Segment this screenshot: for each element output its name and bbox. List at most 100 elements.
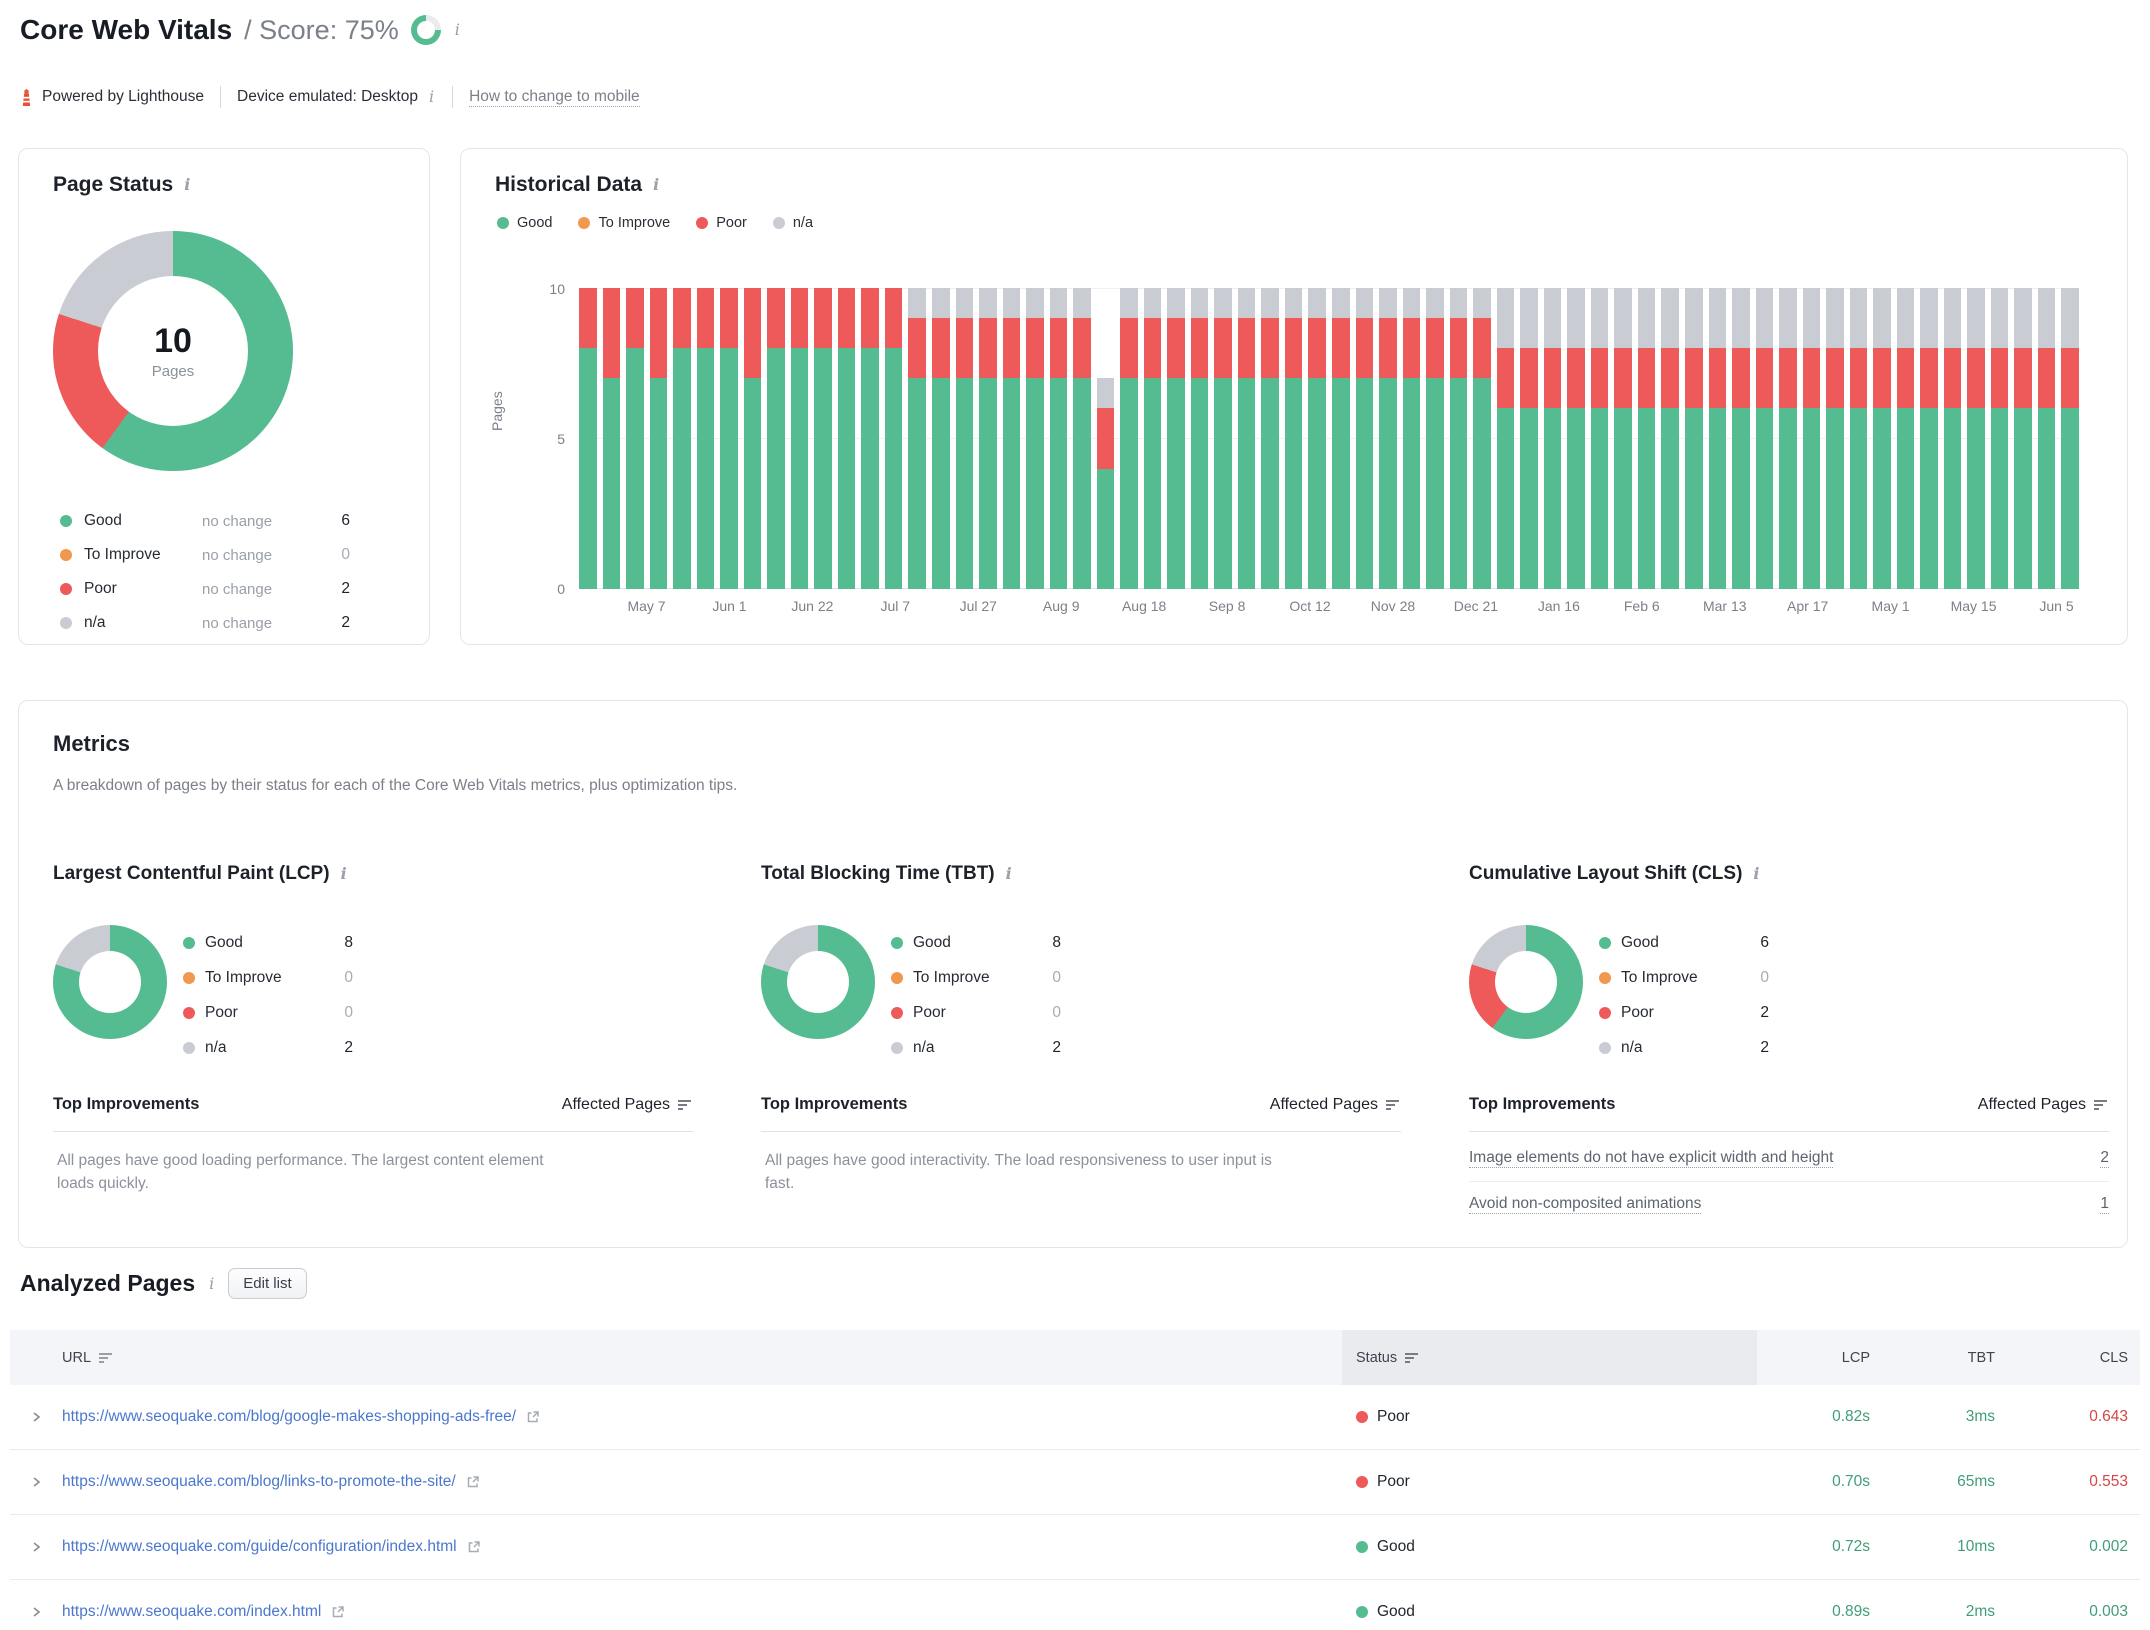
page-status-info-icon[interactable] (182, 177, 192, 193)
affected-pages-count[interactable]: 1 (2100, 1195, 2109, 1214)
historical-bar[interactable] (1402, 288, 1421, 589)
tbt-info-icon[interactable] (1004, 866, 1014, 882)
cls-donut-chart[interactable] (1469, 925, 1583, 1039)
historical-bar[interactable] (1543, 288, 1562, 589)
historical-bar[interactable] (1920, 288, 1938, 589)
page-status-donut-chart[interactable]: 10 Pages (53, 231, 293, 471)
historical-bar[interactable] (1849, 288, 1868, 589)
external-link-icon[interactable] (467, 1540, 481, 1554)
historical-bar[interactable] (1002, 288, 1021, 589)
analyzed-pages-info-icon[interactable] (207, 1276, 216, 1292)
historical-bar[interactable] (1614, 288, 1632, 589)
historical-bar[interactable] (1214, 288, 1232, 589)
historical-bar[interactable] (720, 288, 738, 589)
tbt-donut-chart[interactable] (761, 925, 875, 1039)
table-row[interactable]: https://www.seoquake.com/index.html Good… (10, 1580, 2140, 1630)
historical-bar[interactable] (979, 288, 997, 589)
historical-bar[interactable] (1355, 288, 1374, 589)
historical-bar[interactable] (626, 288, 644, 589)
page-url-link[interactable]: https://www.seoquake.com/index.html (62, 1603, 322, 1620)
lcp-donut-chart[interactable] (53, 925, 167, 1039)
column-header-url[interactable]: URL (62, 1330, 1342, 1385)
historical-bar[interactable] (1802, 288, 1821, 589)
improvement-link[interactable]: Avoid non-composited animations (1469, 1195, 1702, 1214)
column-header-tbt[interactable]: TBT (1967, 1349, 1995, 1366)
historical-bar[interactable] (814, 288, 832, 589)
historical-bar[interactable] (1496, 288, 1515, 589)
affected-pages-count[interactable]: 2 (2100, 1148, 2109, 1168)
historical-bar[interactable] (1237, 288, 1256, 589)
historical-bar[interactable] (579, 288, 597, 589)
historical-bar[interactable] (790, 288, 809, 589)
historical-bar[interactable] (1473, 288, 1491, 589)
historical-bar[interactable] (1261, 288, 1279, 589)
change-to-mobile-link[interactable]: How to change to mobile (469, 87, 640, 107)
historical-bar[interactable] (1708, 288, 1727, 589)
historical-bar[interactable] (837, 288, 856, 589)
table-row[interactable]: https://www.seoquake.com/guide/configura… (10, 1515, 2140, 1580)
external-link-icon[interactable] (331, 1605, 345, 1619)
page-url-link[interactable]: https://www.seoquake.com/blog/links-to-p… (62, 1473, 456, 1490)
affected-pages-sort[interactable]: Affected Pages (562, 1096, 693, 1114)
historical-bar[interactable] (861, 288, 879, 589)
historical-bar[interactable] (1426, 288, 1444, 589)
historical-bar[interactable] (1684, 288, 1703, 589)
historical-bar[interactable] (1073, 288, 1091, 589)
device-info-icon[interactable] (427, 89, 436, 105)
page-url-link[interactable]: https://www.seoquake.com/blog/google-mak… (62, 1408, 517, 1425)
historical-bar[interactable] (908, 288, 926, 589)
historical-info-icon[interactable] (651, 177, 661, 193)
historical-bar[interactable] (1143, 288, 1162, 589)
cls-info-icon[interactable] (1751, 866, 1761, 882)
historical-bar[interactable] (1308, 288, 1326, 589)
historical-bar[interactable] (1520, 288, 1538, 589)
historical-bar[interactable] (767, 288, 785, 589)
historical-bar[interactable] (1120, 288, 1138, 589)
historical-bar[interactable] (1096, 288, 1115, 589)
historical-bar[interactable] (1637, 288, 1656, 589)
historical-bar[interactable] (1049, 288, 1068, 589)
historical-bar[interactable] (1967, 288, 1985, 589)
historical-bar[interactable] (673, 288, 691, 589)
expand-chevron-icon[interactable] (10, 1410, 62, 1424)
historical-bar[interactable] (2037, 288, 2056, 589)
external-link-icon[interactable] (526, 1410, 540, 1424)
improvement-link[interactable]: Image elements do not have explicit widt… (1469, 1148, 1834, 1168)
historical-bar[interactable] (1873, 288, 1891, 589)
historical-bar[interactable] (649, 288, 668, 589)
historical-bar[interactable] (1379, 288, 1397, 589)
historical-bar[interactable] (1732, 288, 1750, 589)
historical-bar[interactable] (1826, 288, 1844, 589)
lcp-info-icon[interactable] (339, 866, 349, 882)
expand-chevron-icon[interactable] (10, 1540, 62, 1554)
expand-chevron-icon[interactable] (10, 1605, 62, 1619)
historical-bar[interactable] (1779, 288, 1797, 589)
historical-bar[interactable] (2014, 288, 2032, 589)
edit-list-button[interactable]: Edit list (228, 1268, 307, 1299)
historical-bar[interactable] (743, 288, 762, 589)
historical-bar[interactable] (602, 288, 621, 589)
historical-bar[interactable] (1661, 288, 1679, 589)
historical-bar[interactable] (931, 288, 950, 589)
historical-bar[interactable] (1167, 288, 1185, 589)
column-header-status[interactable]: Status (1342, 1330, 1757, 1385)
historical-bar[interactable] (1284, 288, 1303, 589)
historical-bar[interactable] (1896, 288, 1915, 589)
historical-bar[interactable] (1567, 288, 1585, 589)
column-header-lcp[interactable]: LCP (1841, 1349, 1870, 1366)
page-url-link[interactable]: https://www.seoquake.com/guide/configura… (62, 1538, 457, 1555)
historical-bar[interactable] (696, 288, 715, 589)
affected-pages-sort[interactable]: Affected Pages (1978, 1096, 2109, 1114)
historical-bar[interactable] (1943, 288, 1962, 589)
historical-bar[interactable] (884, 288, 903, 589)
historical-bar[interactable] (955, 288, 974, 589)
affected-pages-sort[interactable]: Affected Pages (1270, 1096, 1401, 1114)
historical-bar[interactable] (1755, 288, 1774, 589)
historical-bar[interactable] (1190, 288, 1209, 589)
column-header-cls[interactable]: CLS (2099, 1349, 2128, 1366)
historical-bar[interactable] (1590, 288, 1609, 589)
table-row[interactable]: https://www.seoquake.com/blog/google-mak… (10, 1385, 2140, 1450)
score-info-icon[interactable] (453, 22, 462, 38)
table-row[interactable]: https://www.seoquake.com/blog/links-to-p… (10, 1450, 2140, 1515)
expand-chevron-icon[interactable] (10, 1475, 62, 1489)
